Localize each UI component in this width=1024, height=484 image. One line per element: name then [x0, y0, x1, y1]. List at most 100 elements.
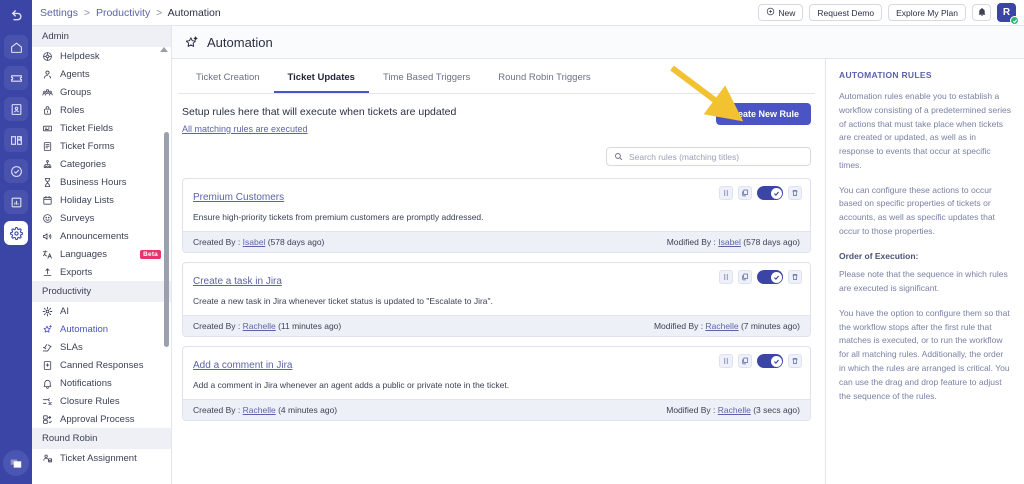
sidebar-item-groups[interactable]: Groups [32, 83, 171, 101]
windows-icon[interactable] [3, 450, 29, 476]
modified-time: (3 secs ago) [753, 405, 800, 415]
sidebar-item-canned-responses[interactable]: Canned Responses [32, 356, 171, 374]
all-matching-rules-link[interactable]: All matching rules are executed [182, 124, 308, 134]
rule-created: Created By : Rachelle (11 minutes ago) [193, 321, 341, 331]
breadcrumb-separator-2: > [156, 6, 163, 19]
sidebar-item-automation[interactable]: Automation [32, 320, 171, 338]
sidebar-item-business-hours[interactable]: Business Hours [32, 173, 171, 191]
knowledge-base-icon[interactable] [4, 128, 28, 152]
rule-name-link[interactable]: Create a task in Jira [193, 276, 282, 287]
sidebar-item-announcements[interactable]: Announcements [32, 227, 171, 245]
sidebar-item-ticket-forms[interactable]: Ticket Forms [32, 137, 171, 155]
sidebar-item-agents[interactable]: Agents [32, 65, 171, 83]
page-title: Automation [207, 34, 273, 50]
sidebar-scrollbar[interactable] [160, 46, 169, 484]
rule-card[interactable]: Add a comment in Jira Add a comment in Ji… [182, 346, 811, 421]
logo-icon[interactable] [4, 4, 28, 28]
created-by-label: Created By : [193, 405, 241, 415]
delete-icon[interactable] [788, 354, 802, 368]
sidebar-item-ticket-fields[interactable]: Ticket Fields [32, 119, 171, 137]
explore-my-plan-button[interactable]: Explore My Plan [888, 4, 966, 21]
request-demo-button[interactable]: Request Demo [809, 4, 883, 21]
created-by-user[interactable]: Rachelle [242, 321, 276, 331]
sidebar-item-roles[interactable]: Roles [32, 101, 171, 119]
help-order-of-execution-title: Order of Execution: [839, 250, 919, 261]
tab-ticket-updates[interactable]: Ticket Updates [273, 63, 369, 93]
contacts-icon[interactable] [4, 97, 28, 121]
sidebar-item-approval-process[interactable]: Approval Process [32, 410, 171, 428]
drag-handle-icon[interactable] [719, 354, 733, 368]
automation-star-icon [184, 35, 199, 50]
reports-icon[interactable] [4, 190, 28, 214]
page-header: Automation [172, 26, 1024, 59]
new-button[interactable]: New [758, 4, 804, 21]
sidebar-item-ai[interactable]: AI [32, 302, 171, 320]
notifications-button[interactable] [972, 4, 991, 21]
sidebar-item-notifications[interactable]: Notifications [32, 374, 171, 392]
modified-by-user[interactable]: Rachelle [705, 321, 739, 331]
created-by-user[interactable]: Rachelle [242, 405, 276, 415]
search-rules-box[interactable] [606, 147, 811, 166]
enable-toggle[interactable] [757, 354, 783, 368]
modified-by-user[interactable]: Isabel [718, 237, 741, 247]
scroll-up-arrow-icon[interactable] [160, 47, 168, 52]
sidebar-item-categories[interactable]: Categories [32, 155, 171, 173]
sidebar-item-languages[interactable]: Languages Beta [32, 245, 171, 263]
search-input[interactable] [629, 151, 803, 162]
avatar[interactable]: R [997, 3, 1019, 25]
delete-icon[interactable] [788, 270, 802, 284]
delete-icon[interactable] [788, 186, 802, 200]
rule-description: Create a new task in Jira whenever ticke… [193, 296, 493, 306]
rule-card[interactable]: Create a task in Jira Create a new task i… [182, 262, 811, 337]
created-by-user[interactable]: Isabel [242, 237, 266, 247]
modified-by-user[interactable]: Rachelle [717, 405, 751, 415]
sidebar-item-holiday-lists[interactable]: Holiday Lists [32, 191, 171, 209]
created-time: (11 minutes ago) [278, 321, 342, 331]
drag-handle-icon[interactable] [719, 270, 733, 284]
breadcrumb-settings[interactable]: Settings [40, 6, 78, 19]
rule-name-link[interactable]: Add a comment in Jira [193, 360, 293, 371]
clone-icon[interactable] [738, 186, 752, 200]
help-paragraph-2: You can configure these actions to occur… [839, 184, 995, 236]
home-icon[interactable] [4, 35, 28, 59]
tasks-icon[interactable] [4, 159, 28, 183]
tab-ticket-creation[interactable]: Ticket Creation [196, 72, 260, 83]
breadcrumb-separator-1: > [83, 6, 91, 19]
automation-star-icon [42, 324, 53, 335]
sidebar-scroll-thumb[interactable] [164, 132, 169, 347]
main-row: Admin Helpdesk Agents Groups Roles Ticket Fie… [32, 26, 1024, 484]
settings-icon[interactable] [4, 221, 28, 245]
enable-toggle[interactable] [757, 186, 783, 200]
sidebar-item-label: Ticket Fields [60, 122, 113, 134]
ai-icon [42, 306, 53, 317]
breadcrumb-productivity[interactable]: Productivity [95, 6, 151, 19]
rule-card[interactable]: Premium Customers Ensure high-priority ti… [182, 178, 811, 253]
tab-time-based-triggers[interactable]: Time Based Triggers [382, 72, 471, 83]
sidebar-item-slas[interactable]: SLAs [32, 338, 171, 356]
center-column: Ticket Creation Ticket Updates Time Based … [172, 59, 825, 484]
tab-round-robin-triggers[interactable]: Round Robin Triggers [498, 72, 591, 83]
toggle-knob [770, 187, 782, 199]
rule-actions [719, 354, 802, 368]
sidebar-item-exports[interactable]: Exports [32, 263, 171, 281]
clone-icon[interactable] [738, 354, 752, 368]
tickets-icon[interactable] [4, 66, 28, 90]
sidebar-item-label: Automation [60, 323, 109, 335]
rule-name-link[interactable]: Premium Customers [193, 192, 285, 203]
drag-handle-icon[interactable] [719, 186, 733, 200]
sidebar-group-admin: Admin [32, 26, 171, 47]
modified-time: (7 minutes ago) [740, 321, 800, 331]
sidebar-item-label: Groups [60, 86, 92, 98]
sidebar-item-helpdesk[interactable]: Helpdesk [32, 47, 171, 65]
sidebar-item-label: Categories [60, 158, 106, 170]
plus-circle-icon [766, 7, 775, 18]
sidebar-item-closure-rules[interactable]: Closure Rules [32, 392, 171, 410]
enable-toggle[interactable] [757, 270, 783, 284]
groups-icon [42, 87, 53, 98]
avatar-initial: R [1002, 7, 1011, 18]
clone-icon[interactable] [738, 270, 752, 284]
sidebar-item-surveys[interactable]: Surveys [32, 209, 171, 227]
sidebar-item-ticket-assignment[interactable]: Ticket Assignment [32, 449, 171, 467]
create-new-rule-button[interactable]: Create New Rule [715, 103, 811, 125]
